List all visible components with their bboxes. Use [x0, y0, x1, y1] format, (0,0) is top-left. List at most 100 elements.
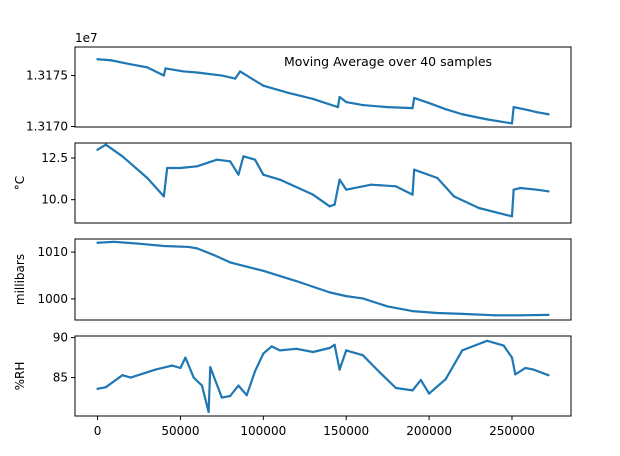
data-point	[333, 343, 336, 346]
data-point	[361, 297, 364, 300]
data-point	[535, 111, 538, 114]
data-point	[338, 368, 341, 371]
data-point	[229, 261, 232, 264]
data-point	[411, 310, 414, 313]
data-point	[212, 253, 215, 257]
data-point	[192, 376, 195, 379]
data-point	[311, 193, 315, 196]
series-line-3-1	[96, 240, 550, 317]
y-tick-label: 12.5	[41, 151, 68, 165]
data-point	[547, 113, 550, 116]
data-point	[146, 176, 149, 180]
data-point	[164, 67, 167, 70]
data-point	[195, 165, 199, 168]
data-point	[239, 70, 242, 73]
data-point	[237, 384, 240, 387]
data-point	[345, 295, 348, 298]
x-tick-label: 200000	[406, 424, 452, 438]
subplot-1: 1.3170 1.3175 1e7 Moving Average over 40 sa…	[26, 31, 572, 133]
subplot-3: 1000 1010 millibars	[13, 238, 572, 321]
y-tick-label: 1.3170	[26, 119, 68, 133]
data-point	[411, 107, 414, 110]
y-axis-label: millibars	[13, 254, 27, 305]
data-point	[413, 168, 416, 171]
data-point	[461, 113, 464, 116]
data-point	[510, 356, 514, 359]
data-point	[162, 195, 165, 198]
x-tick-label: 150000	[323, 424, 369, 438]
data-point	[96, 387, 99, 390]
data-point	[411, 193, 414, 196]
data-point	[547, 190, 550, 193]
y-tick-label: 1.3175	[26, 69, 68, 83]
y-axis-label: %RH	[13, 362, 27, 391]
data-point	[333, 203, 336, 206]
data-point	[311, 350, 315, 354]
data-point	[104, 143, 107, 146]
data-point	[428, 101, 431, 105]
data-point	[328, 205, 331, 208]
data-point	[129, 63, 132, 66]
subplot-2: 10.0 12.5 °C	[13, 142, 572, 224]
data-point	[200, 384, 204, 387]
data-point	[129, 376, 132, 379]
data-point	[444, 378, 447, 381]
data-point	[207, 410, 210, 414]
data-point	[444, 108, 447, 111]
data-point	[237, 173, 240, 176]
data-point	[262, 84, 265, 87]
data-point	[361, 354, 364, 357]
data-point	[166, 166, 169, 170]
data-point	[486, 118, 489, 121]
data-point	[378, 370, 381, 374]
series-line-4-1	[96, 339, 550, 414]
series-line-1-1	[96, 58, 550, 125]
data-point	[154, 368, 157, 371]
data-point	[253, 370, 257, 373]
data-point	[96, 58, 99, 61]
data-point	[386, 305, 389, 308]
data-point	[477, 206, 480, 210]
data-point	[386, 106, 389, 109]
data-point	[428, 392, 431, 395]
data-point	[311, 97, 315, 101]
data-point	[514, 373, 517, 376]
data-point	[146, 66, 149, 69]
series-line-2-1	[96, 143, 550, 218]
data-point	[295, 347, 298, 350]
data-point	[121, 374, 124, 377]
data-point	[242, 155, 245, 158]
data-point	[215, 158, 218, 161]
y-tick-label: 85	[53, 371, 68, 385]
data-point	[527, 109, 530, 112]
data-point	[209, 366, 212, 369]
axes-frame	[74, 46, 572, 128]
data-point	[345, 100, 348, 104]
axes-frame	[74, 238, 572, 321]
data-point	[220, 74, 223, 77]
data-point	[121, 155, 124, 158]
data-point	[338, 178, 341, 181]
y-tick-label: 1010	[37, 245, 68, 259]
x-tick-label: 100000	[240, 424, 286, 438]
data-point	[419, 378, 422, 382]
data-point	[104, 386, 107, 389]
data-point	[532, 368, 535, 371]
data-point	[245, 394, 248, 397]
data-point	[187, 245, 190, 249]
data-point	[179, 366, 182, 370]
data-point	[510, 215, 514, 218]
data-point	[229, 160, 232, 163]
data-point	[278, 178, 281, 181]
data-point	[328, 291, 331, 294]
x-tick-label: 50000	[161, 424, 199, 438]
data-point	[220, 396, 223, 399]
data-point	[253, 158, 257, 161]
data-point	[137, 242, 141, 245]
y-tick-label: 10.0	[41, 193, 68, 207]
data-point	[328, 346, 331, 350]
data-point	[162, 74, 165, 77]
data-point	[413, 96, 416, 100]
